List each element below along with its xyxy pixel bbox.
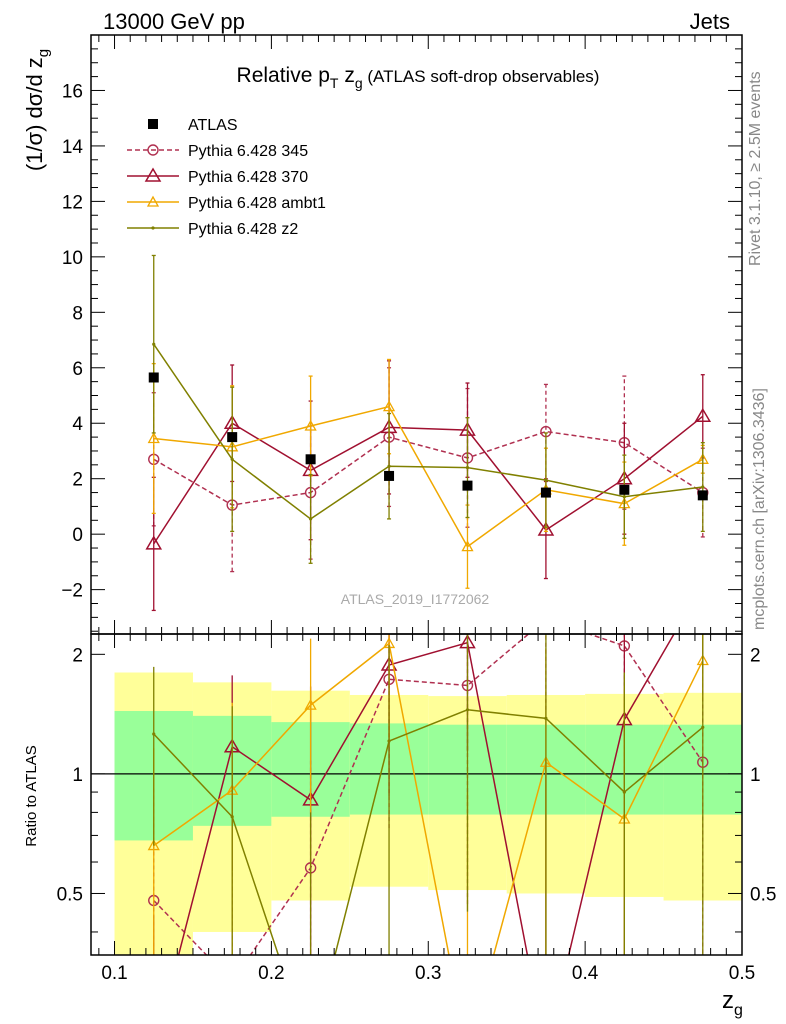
header-right: Jets bbox=[690, 9, 730, 34]
ratio-point-pythia-6-428-z2 bbox=[544, 716, 548, 720]
ratio-point-pythia-6-428-ambt1 bbox=[304, 698, 317, 710]
series-line-pythia-6-428-z2 bbox=[153, 343, 703, 520]
mcplots-label: mcplots.cern.ch [arXiv:1306.3436] bbox=[751, 388, 768, 630]
plot-title: Relative pT zg (ATLAS soft-drop observab… bbox=[237, 64, 600, 91]
ratio-y-tick-label-right: 0.5 bbox=[750, 884, 776, 905]
ratio-uncertainty-bands bbox=[114, 672, 742, 955]
y-tick-label: 0 bbox=[72, 525, 83, 546]
x-axis-label: zg bbox=[722, 987, 743, 1019]
main-y-axis-label: (1/σ) dσ/d zg bbox=[22, 49, 52, 171]
ratio-y-axis-label: Ratio to ATLAS bbox=[23, 745, 40, 846]
ratio-line-pythia-6-428-370 bbox=[177, 634, 675, 955]
ratio-point-pythia-6-428-z2 bbox=[387, 739, 391, 743]
ratio-y-tick-label: 2 bbox=[72, 645, 83, 666]
legend-marker-atlas bbox=[148, 119, 158, 129]
ratio-y-tick-label: 0.5 bbox=[57, 884, 83, 905]
ratio-point-pythia-6-428-345 bbox=[541, 614, 551, 624]
data-point-pythia-6-428-ambt1 bbox=[461, 540, 474, 552]
series-line-pythia-6-428-370 bbox=[153, 415, 704, 545]
data-point-atlas bbox=[384, 470, 395, 481]
data-point-atlas bbox=[462, 480, 473, 491]
data-point-atlas bbox=[227, 432, 238, 443]
series-line-pythia-6-428-ambt1 bbox=[153, 405, 704, 548]
y-tick-label: 8 bbox=[72, 303, 83, 324]
data-point-atlas bbox=[619, 484, 630, 495]
data-point-pythia-6-428-z2 bbox=[701, 485, 705, 489]
ratio-line-pythia-6-428-z2 bbox=[153, 709, 704, 955]
x-tick-label: 0.2 bbox=[258, 963, 284, 984]
data-point-pythia-6-428-z2 bbox=[544, 478, 548, 482]
y-tick-label: 4 bbox=[72, 414, 83, 435]
data-point-pythia-6-428-ambt1 bbox=[382, 400, 396, 412]
ratio-point-pythia-6-428-z2 bbox=[230, 815, 234, 819]
ratio-panel-marks bbox=[91, 577, 742, 987]
y-tick-label: 12 bbox=[62, 192, 83, 213]
ratio-line-pythia-6-428-ambt1 bbox=[153, 642, 704, 955]
legend-marker-pythia-6-428-ambt1 bbox=[146, 195, 160, 207]
series-line-pythia-6-428-345 bbox=[153, 430, 704, 506]
data-point-pythia-6-428-z2 bbox=[152, 342, 156, 346]
data-point-pythia-6-428-370 bbox=[694, 407, 712, 423]
ratio-plot-area bbox=[91, 577, 742, 987]
main-plot-area bbox=[145, 254, 712, 612]
data-point-pythia-6-428-ambt1 bbox=[304, 419, 317, 431]
x-tick-label: 0.4 bbox=[572, 963, 599, 984]
ratio-point-pythia-6-428-345 bbox=[227, 977, 237, 987]
legend-label-pythia-6-428-ambt1: Pythia 6.428 ambt1 bbox=[188, 195, 326, 212]
x-tick-label: 0.3 bbox=[415, 963, 441, 984]
data-point-pythia-6-428-z2 bbox=[309, 517, 313, 521]
ratio-y-tick-label: 1 bbox=[72, 765, 83, 786]
data-point-pythia-6-428-ambt1 bbox=[147, 432, 160, 444]
y-tick-label: −2 bbox=[61, 581, 83, 602]
y-tick-label: 2 bbox=[72, 470, 83, 491]
data-point-pythia-6-428-z2 bbox=[387, 464, 391, 468]
legend-marker-pythia-6-428-z2 bbox=[151, 226, 155, 230]
data-point-atlas bbox=[697, 490, 708, 501]
ratio-point-pythia-6-428-z2 bbox=[622, 790, 626, 794]
ratio-point-pythia-6-428-370 bbox=[696, 577, 710, 589]
data-point-pythia-6-428-370 bbox=[145, 535, 163, 550]
header-left: 13000 GeV pp bbox=[103, 9, 245, 34]
data-point-pythia-6-428-z2 bbox=[465, 466, 470, 470]
data-point-pythia-6-428-z2 bbox=[230, 457, 234, 461]
y-tick-label: 14 bbox=[62, 137, 84, 158]
x-tick-label: 0.5 bbox=[729, 963, 755, 984]
legend: ATLAS Pythia 6.428 345 Pythia 6.428 370 Pyt… bbox=[127, 117, 326, 238]
data-point-atlas bbox=[148, 372, 159, 383]
rivet-label: Rivet 3.1.10, ≥ 2.5M events bbox=[747, 71, 764, 266]
ratio-point-pythia-6-428-z2 bbox=[465, 708, 470, 712]
data-point-pythia-6-428-370 bbox=[537, 521, 555, 536]
y-tick-label: 16 bbox=[62, 81, 83, 102]
ratio-frame bbox=[90, 633, 743, 956]
data-point-atlas bbox=[540, 487, 551, 498]
ratio-point-pythia-6-428-ambt1 bbox=[147, 839, 160, 851]
ratio-line-pythia-6-428-345 bbox=[153, 634, 704, 955]
legend-label-atlas: ATLAS bbox=[188, 117, 238, 134]
x-tick-label: 0.1 bbox=[101, 963, 127, 984]
legend-marker-pythia-6-428-345 bbox=[147, 144, 159, 156]
ratio-point-pythia-6-428-z2 bbox=[701, 725, 705, 729]
y-tick-label: 10 bbox=[62, 248, 83, 269]
data-point-pythia-6-428-z2 bbox=[622, 495, 626, 499]
legend-label-pythia-6-428-z2: Pythia 6.428 z2 bbox=[188, 221, 298, 238]
legend-label-pythia-6-428-345: Pythia 6.428 345 bbox=[188, 143, 308, 160]
analysis-watermark: ATLAS_2019_I1772062 bbox=[341, 591, 490, 607]
legend-marker-pythia-6-428-370 bbox=[144, 167, 162, 182]
legend-label-pythia-6-428-370: Pythia 6.428 370 bbox=[188, 169, 308, 186]
main-panel-marks bbox=[145, 254, 712, 612]
ratio-point-pythia-6-428-z2 bbox=[152, 732, 156, 736]
y-tick-label: 6 bbox=[72, 359, 83, 380]
ratio-y-tick-label-right: 2 bbox=[750, 645, 761, 666]
data-point-atlas bbox=[305, 454, 316, 465]
ratio-y-tick-label-right: 1 bbox=[750, 765, 761, 786]
